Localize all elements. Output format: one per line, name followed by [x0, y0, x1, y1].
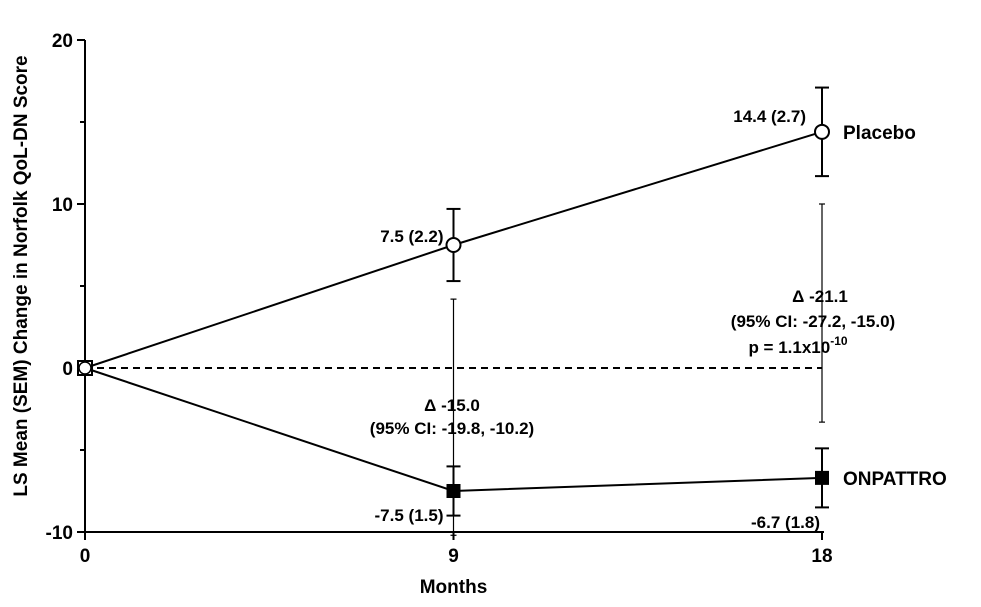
- data-point: [814, 123, 830, 140]
- series-label: ONPATTRO: [843, 469, 947, 490]
- x-tick-label: 9: [448, 546, 459, 567]
- data-label: -6.7 (1.8): [751, 513, 820, 532]
- diff-18-p-value: p = 1.1x10-10: [748, 334, 847, 357]
- data-label: 7.5 (2.2): [380, 227, 443, 246]
- x-tick-label: 18: [811, 546, 832, 567]
- data-point: [445, 237, 462, 253]
- diff-18-label: Δ -21.1: [792, 287, 848, 306]
- difference-ci-lines: [450, 203, 825, 536]
- data-label: -7.5 (1.5): [375, 506, 444, 525]
- data-point: [815, 470, 829, 485]
- y-ticks: -10 0 10 20: [46, 31, 85, 544]
- y-axis-title: LS Mean (SEM) Change in Norfolk QoL-DN S…: [11, 55, 32, 496]
- x-ticks: 0 9 18: [80, 532, 833, 567]
- series-label: Placebo: [843, 123, 916, 144]
- data-label: 14.4 (2.7): [733, 107, 806, 126]
- y-tick-label: 0: [62, 359, 73, 380]
- series-layer: 7.5 (2.2) 14.4 (2.7) Placebo -7.5 (1.5) -6.7…: [77, 86, 947, 532]
- y-tick-label: -10: [46, 523, 73, 544]
- diff-18-ci-label: (95% CI: -27.2, -15.0): [731, 312, 895, 331]
- y-tick-label: 10: [52, 195, 73, 216]
- diff-9-label: Δ -15.0: [424, 396, 480, 415]
- x-axis-title: Months: [420, 577, 488, 598]
- y-tick-label: 20: [52, 31, 73, 52]
- data-point: [446, 484, 461, 498]
- diff-9-ci-label: (95% CI: -19.8, -10.2): [370, 419, 534, 438]
- origin-marker: [78, 361, 92, 375]
- x-tick-label: 0: [80, 546, 91, 567]
